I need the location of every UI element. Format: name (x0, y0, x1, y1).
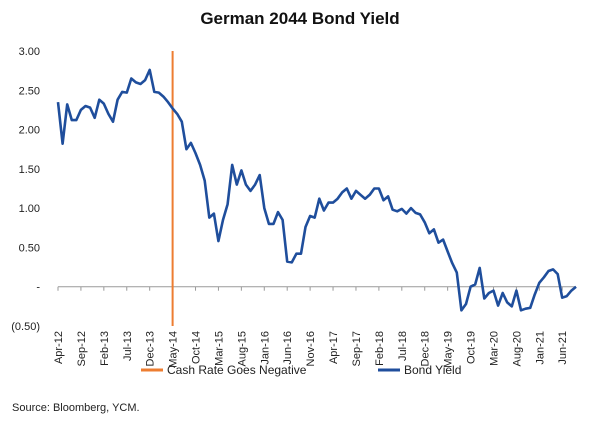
x-tick-label: Dec-13 (145, 331, 157, 366)
x-tick-label: Aug-15 (236, 331, 248, 366)
x-tick-label: Jan-16 (259, 331, 271, 365)
x-tick-label: Feb-18 (374, 331, 386, 366)
x-tick-label: Mar-15 (213, 331, 225, 366)
y-axis: 3.00 2.50 2.00 1.50 1.00 0.50 - (0.50) (11, 46, 40, 333)
x-tick-label: Jan-21 (534, 331, 546, 365)
x-tick-label: Sep-17 (351, 331, 363, 366)
x-tick-label: Mar-20 (488, 331, 500, 366)
x-tick-label: May-19 (443, 331, 455, 368)
legend: Cash Rate Goes Negative Bond Yield (141, 363, 461, 377)
y-tick-label: 1.00 (19, 203, 40, 215)
x-tick-label: Jun-21 (557, 331, 569, 365)
x-tick-label: Feb-13 (99, 331, 111, 366)
x-tick-label: Nov-16 (305, 331, 317, 366)
x-tick-label: Jul-18 (397, 331, 409, 361)
x-tick-label: May-14 (168, 331, 180, 368)
x-tick-label: Jun-16 (282, 331, 294, 365)
y-tick-label: 3.00 (19, 46, 40, 58)
chart-title: German 2044 Bond Yield (200, 9, 399, 28)
x-axis: Apr-12 Sep-12 Feb-13 Jul-13 Dec-13 May-14 Oct-… (53, 286, 576, 368)
y-tick-label: 1.50 (19, 164, 40, 176)
source-note: Source: Bloomberg, YCM. (12, 402, 140, 414)
y-tick-label: 0.50 (19, 242, 40, 254)
series-layer (56, 68, 577, 312)
x-tick-label: Dec-18 (420, 331, 432, 366)
x-tick-label: Oct-14 (191, 331, 203, 364)
y-tick-label: (0.50) (11, 321, 40, 333)
y-tick-label: - (36, 282, 40, 294)
x-tick-label: Apr-12 (53, 331, 65, 364)
x-tick-label: Oct-19 (466, 331, 478, 364)
legend-label-cash-rate: Cash Rate Goes Negative (167, 363, 307, 377)
legend-label-bond-yield: Bond Yield (404, 363, 461, 377)
bond-yield-line (56, 68, 577, 312)
y-tick-label: 2.00 (19, 125, 40, 137)
x-tick-label: Apr-17 (328, 331, 340, 364)
x-tick-label: Sep-12 (76, 331, 88, 366)
x-tick-label: Aug-20 (511, 331, 523, 366)
y-tick-label: 2.50 (19, 85, 40, 97)
x-tick-label: Jul-13 (122, 331, 134, 361)
